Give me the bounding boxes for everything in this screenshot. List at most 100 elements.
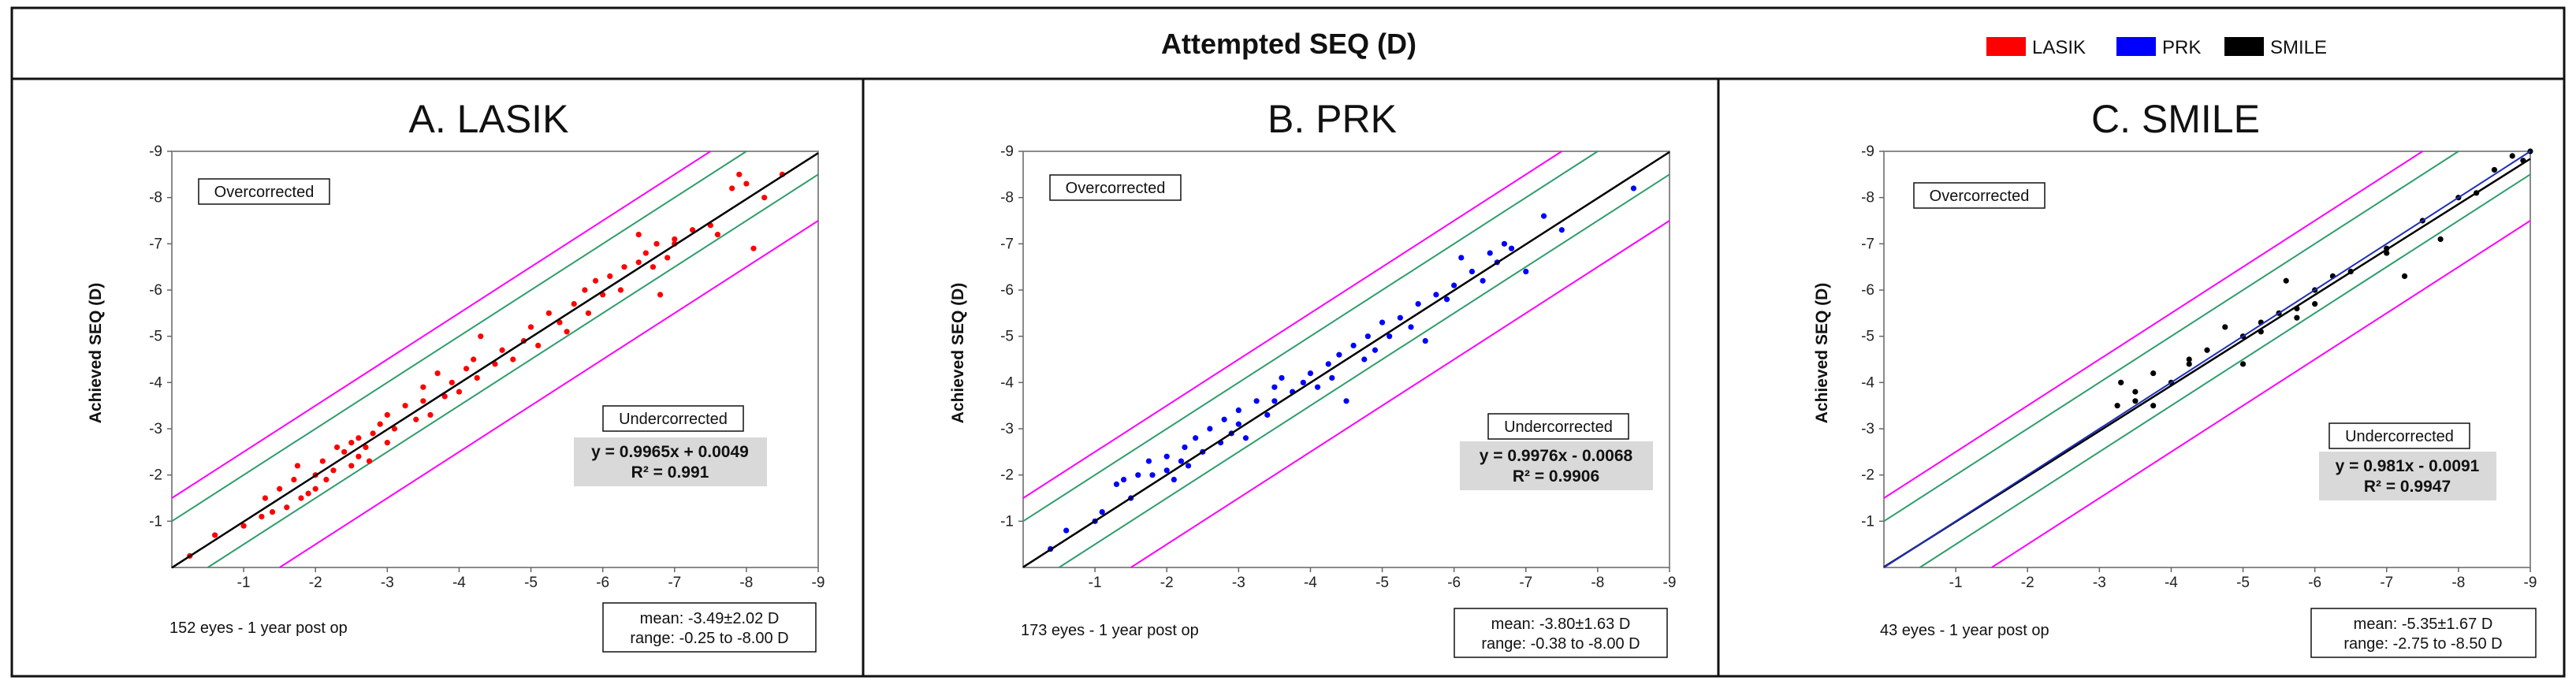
data-point — [1300, 379, 1306, 385]
data-point — [305, 490, 311, 497]
equation-box: y = 0.981x - 0.0091 R² = 0.9947 — [2319, 452, 2496, 500]
x-tick-label: -1 — [237, 575, 251, 591]
data-point — [1397, 314, 1403, 321]
y-tick-label: -1 — [149, 513, 162, 530]
data-point — [2437, 236, 2444, 243]
data-point — [1185, 463, 1192, 469]
data-point — [714, 232, 721, 238]
data-point — [1364, 333, 1371, 340]
data-point — [1458, 255, 1465, 261]
data-point — [284, 504, 290, 511]
eyes-count: 43 eyes - 1 year post op — [1880, 622, 2049, 639]
y-tick-label: -2 — [1861, 467, 1874, 484]
tolerance-bands — [1883, 151, 2531, 568]
x-tick-label: -4 — [2165, 575, 2178, 591]
band-line-plus1 — [1883, 151, 2423, 499]
tolerance-bands — [171, 151, 819, 568]
fit-line-group — [1883, 151, 2531, 568]
data-point — [527, 324, 534, 330]
tick-marks — [1879, 151, 2531, 572]
x-tick-label: -5 — [2236, 575, 2250, 591]
y-tick-label: -4 — [149, 374, 162, 391]
data-point — [582, 287, 588, 293]
x-tick-label: -2 — [2021, 575, 2034, 591]
equation-box-fill — [574, 437, 767, 486]
data-point — [1135, 472, 1141, 478]
overcorrected-frame — [1913, 182, 2046, 209]
data-point — [1350, 342, 1357, 348]
data-point — [1120, 476, 1127, 483]
panel-smile: C. SMILE Achieved SEQ (D) -1 -2 -3 -4 -5… — [1813, 97, 2537, 658]
y-tick-label: -9 — [1000, 143, 1014, 160]
data-point — [1099, 509, 1105, 515]
data-point — [750, 245, 757, 251]
data-point — [557, 319, 563, 326]
x-tick-label: -5 — [524, 575, 538, 591]
data-point — [391, 426, 398, 432]
y-tick-label: -7 — [1000, 236, 1014, 252]
y-tick-label: -3 — [149, 421, 162, 437]
data-point — [298, 495, 304, 501]
equation-box: y = 0.9976x - 0.0068 R² = 0.9906 — [1460, 441, 1653, 490]
x-tick-label: -9 — [812, 575, 825, 591]
overcorrected-label: Overcorrected — [1066, 180, 1166, 197]
x-tick-label: -6 — [596, 575, 609, 591]
fit-equation: y = 0.981x - 0.0091 — [2336, 457, 2480, 475]
x-tick-label: -8 — [739, 575, 753, 591]
data-point — [456, 389, 463, 395]
fit-equation: y = 0.9976x - 0.0068 — [1480, 447, 1633, 465]
data-point — [377, 421, 383, 427]
data-point — [650, 264, 657, 270]
y-tick-label: -1 — [1000, 513, 1014, 530]
r-squared: R² = 0.991 — [631, 463, 709, 482]
undercorrected-box: Undercorrected — [602, 405, 744, 432]
data-point — [535, 342, 542, 348]
mean-value: mean: -3.49±2.02 D — [640, 610, 780, 627]
data-point — [402, 403, 408, 409]
overcorrected-box: Overcorrected — [198, 178, 330, 205]
data-point — [510, 356, 516, 363]
band-line-minus1 — [1130, 220, 1670, 568]
data-point — [384, 411, 390, 419]
data-point — [356, 435, 362, 441]
data-point — [657, 292, 664, 298]
data-point — [1343, 398, 1349, 404]
panel-title: C. SMILE — [2091, 97, 2260, 141]
data-point — [1307, 370, 1314, 377]
equation-box: y = 0.9965x + 0.0049 R² = 0.991 — [574, 437, 767, 486]
identity-line — [1883, 151, 2531, 568]
eyes-count: 173 eyes - 1 year post op — [1021, 622, 1199, 639]
data-point — [341, 448, 348, 455]
data-point — [653, 240, 660, 247]
data-point — [1314, 384, 1321, 390]
legend-label-prk: PRK — [2162, 37, 2201, 58]
band-line-plus1 — [171, 151, 711, 499]
stats-box: mean: -5.35±1.67 D range: -2.75 to -8.50… — [2310, 608, 2537, 658]
x-tick-label: -7 — [2380, 575, 2393, 591]
data-point — [1163, 453, 1170, 459]
overcorrected-box: Overcorrected — [1049, 174, 1182, 201]
data-point — [2384, 250, 2390, 256]
data-point — [492, 361, 498, 367]
data-point — [312, 486, 318, 492]
data-point — [761, 195, 768, 201]
r-squared: R² = 0.9906 — [1513, 467, 1599, 486]
undercorrected-frame — [1487, 413, 1629, 440]
data-point — [1329, 374, 1335, 381]
legend-label-smile: SMILE — [2270, 37, 2327, 58]
data-point — [1235, 407, 1241, 414]
equation-box-fill — [1460, 441, 1653, 490]
data-point — [2132, 398, 2139, 404]
data-point — [499, 347, 505, 353]
x-tick-label: -3 — [381, 575, 394, 591]
legend-label-lasik: LASIK — [2032, 37, 2086, 58]
y-tick-label: -4 — [1861, 374, 1874, 391]
tick-marks — [167, 151, 819, 572]
panel-prk: B. PRK Achieved SEQ (D) -1 -2 -3 -4 -5 -… — [949, 97, 1676, 658]
data-point — [330, 467, 337, 474]
x-tick-label: -8 — [1591, 575, 1604, 591]
data-point — [1540, 213, 1547, 219]
data-point — [592, 277, 599, 284]
